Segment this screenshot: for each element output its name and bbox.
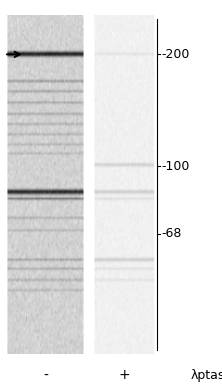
Text: -200: -200	[161, 48, 190, 61]
Text: -68: -68	[161, 228, 182, 240]
Text: +: +	[118, 368, 130, 382]
Text: -100: -100	[161, 160, 190, 172]
Text: -: -	[43, 368, 48, 382]
Text: λptase: λptase	[191, 369, 222, 382]
